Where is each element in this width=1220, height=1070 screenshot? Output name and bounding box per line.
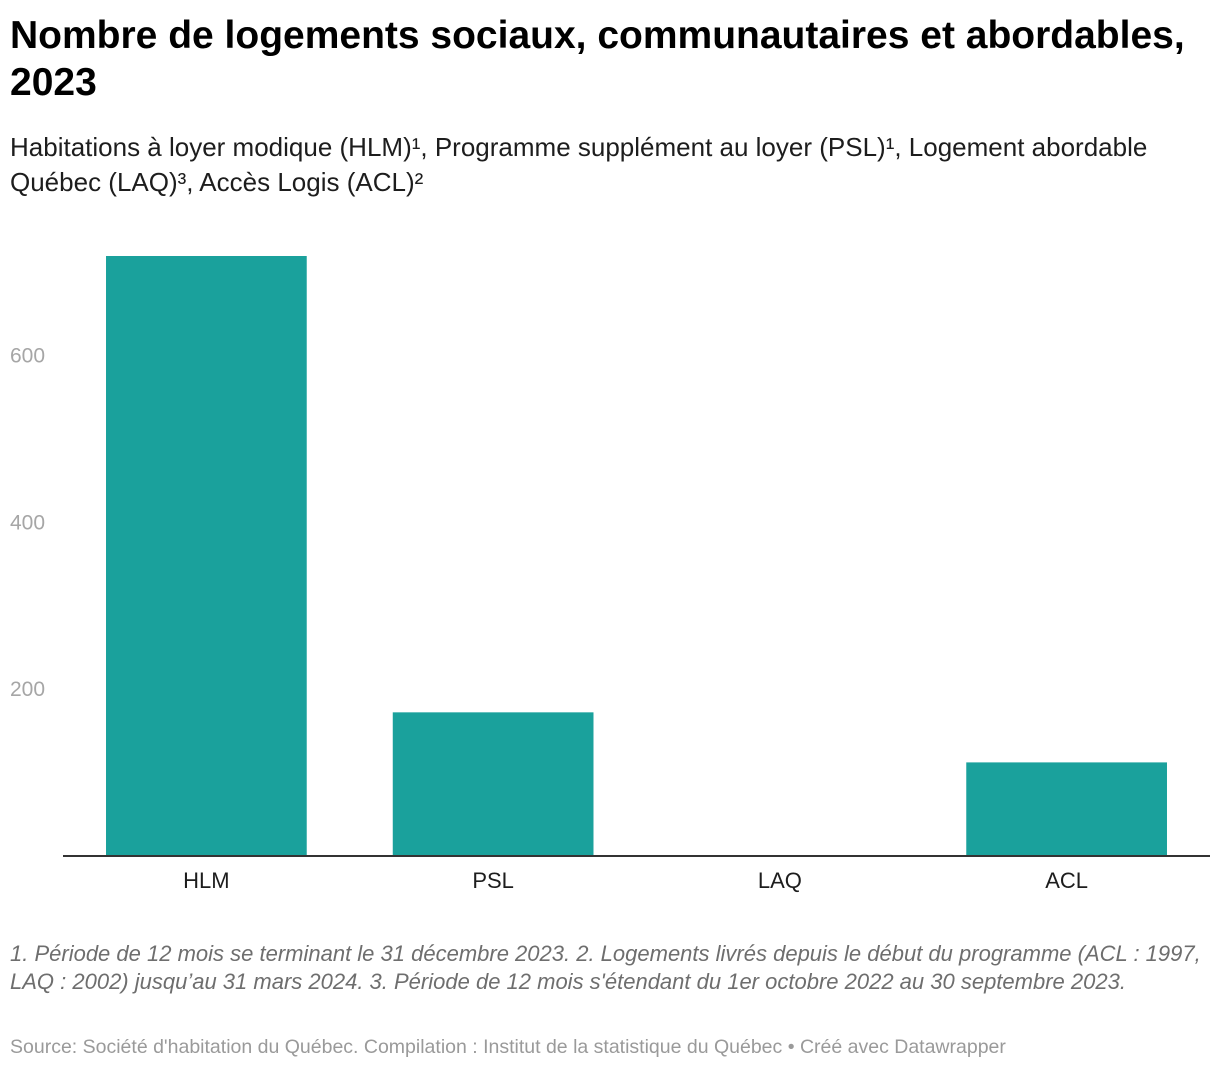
bar-acl bbox=[966, 762, 1167, 855]
chart-title: Nombre de logements sociaux, communautai… bbox=[10, 14, 1185, 104]
chart-source: Source: Société d'habitation du Québec. … bbox=[10, 1036, 1006, 1058]
x-tick-label-psl: PSL bbox=[472, 868, 514, 893]
bar-psl bbox=[392, 712, 594, 855]
chart-footnotes: 1. Période de 12 mois se terminant le 31… bbox=[10, 941, 1201, 994]
bar-hlm bbox=[106, 256, 307, 855]
x-tick-label-laq: LAQ bbox=[758, 868, 802, 893]
bar-chart-svg: 200 400 600 HLM PSL LAQ ACL bbox=[10, 256, 1210, 893]
bar-chart: 200 400 600 HLM PSL LAQ ACL bbox=[0, 220, 1220, 910]
y-tick-label: 400 bbox=[10, 511, 45, 534]
chart-subtitle: Habitations à loyer modique (HLM)¹, Prog… bbox=[10, 132, 1148, 197]
x-tick-label-acl: ACL bbox=[1045, 868, 1088, 893]
y-tick-label: 200 bbox=[10, 678, 45, 701]
x-tick-label-hlm: HLM bbox=[183, 868, 229, 893]
y-tick-label: 600 bbox=[10, 344, 45, 367]
